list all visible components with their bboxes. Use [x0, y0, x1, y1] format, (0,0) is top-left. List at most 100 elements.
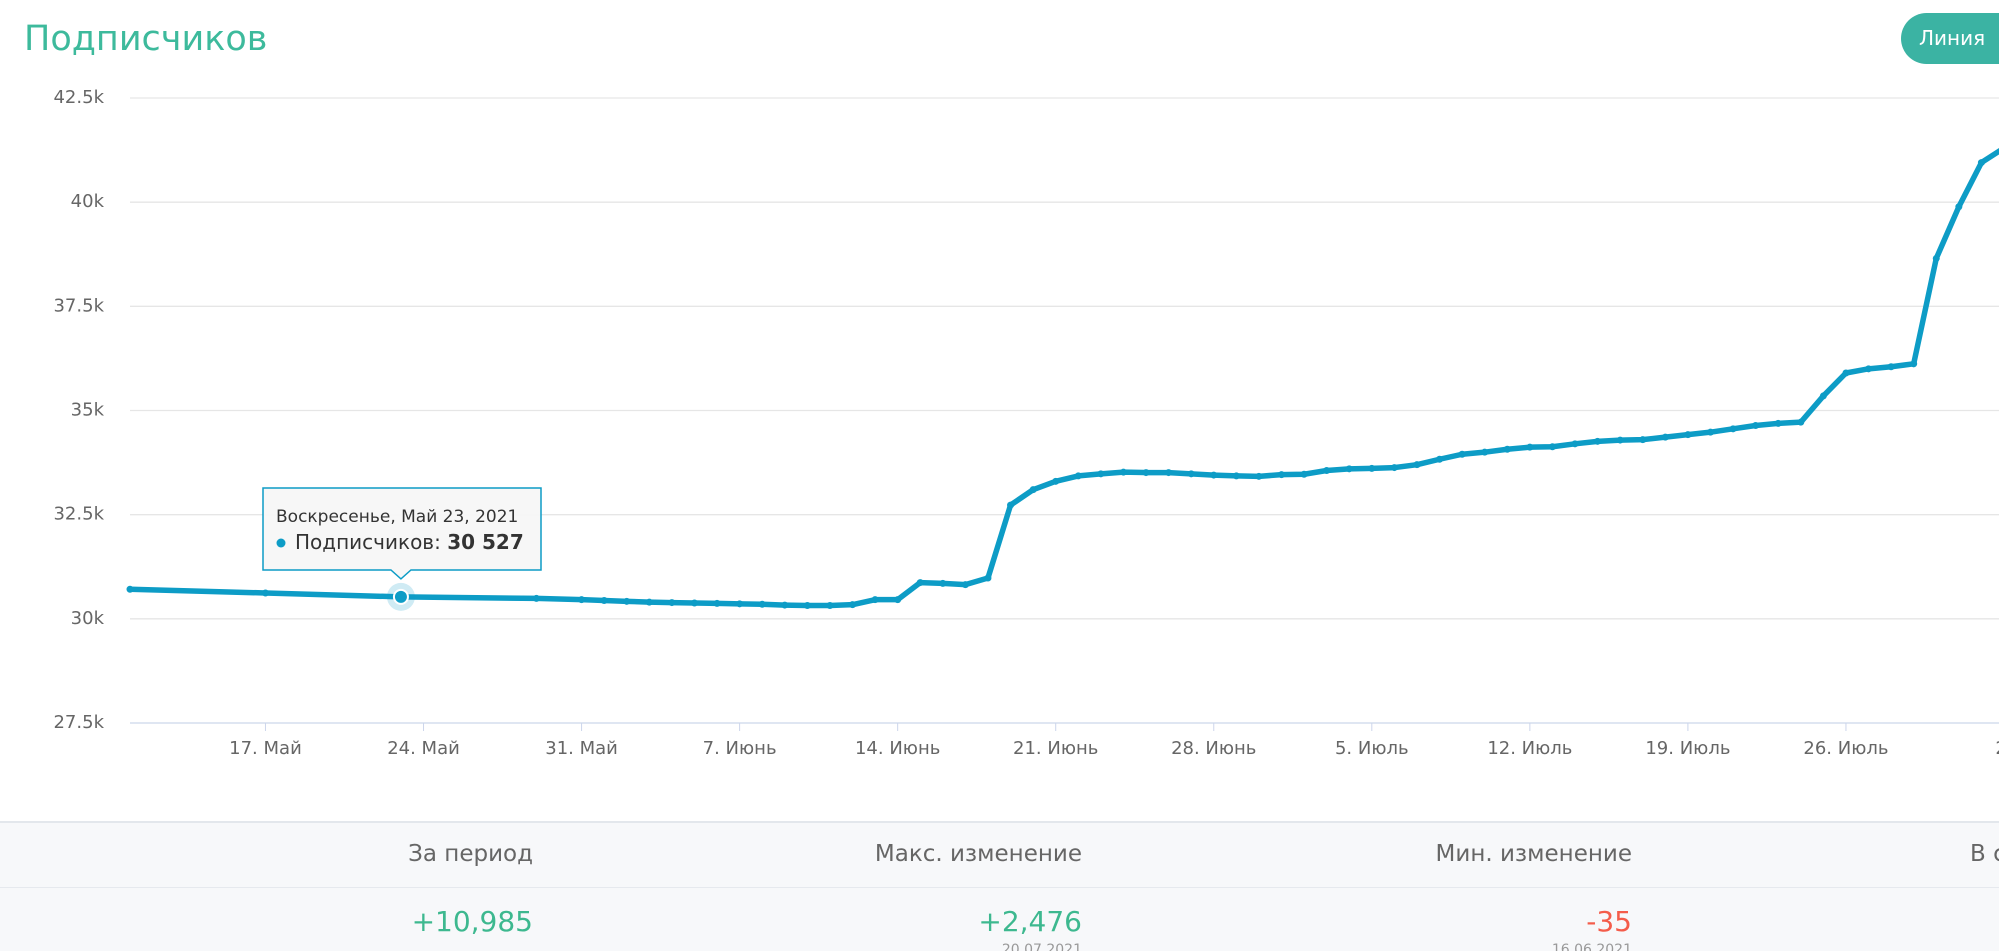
stats-header: За период: [408, 841, 533, 867]
data-point: [1729, 425, 1737, 433]
tooltip-line: Подписчиков: 30 527: [295, 530, 524, 554]
data-point: [1458, 450, 1466, 458]
data-point: [984, 574, 992, 582]
x-tick-label: 2.: [1995, 738, 1999, 759]
data-point: [1910, 360, 1918, 368]
data-point: [713, 599, 721, 607]
data-point: [1119, 468, 1127, 476]
data-point: [1887, 363, 1895, 371]
data-point: [1052, 477, 1060, 485]
data-point: [1797, 418, 1805, 426]
data-point: [1571, 440, 1579, 448]
data-point: [645, 598, 653, 606]
stats-header: Мин. изменение: [1435, 841, 1632, 867]
data-point: [1548, 443, 1556, 451]
data-point: [939, 579, 947, 587]
data-point: [803, 602, 811, 609]
data-point: [1390, 464, 1398, 472]
y-tick-label: 32.5k: [53, 504, 104, 525]
data-point: [668, 599, 676, 607]
data-point: [871, 596, 879, 604]
data-point: [1300, 470, 1308, 478]
data-point: [690, 599, 698, 607]
tooltip-value: 30 527: [447, 530, 524, 554]
data-point: [1616, 436, 1624, 444]
x-tick-label: 17. Май: [229, 738, 302, 759]
y-tick-label: 37.5k: [53, 295, 104, 316]
data-point: [600, 597, 608, 604]
data-point: [1526, 443, 1534, 451]
data-point: [1007, 501, 1015, 509]
stats-date: 20.07.2021: [1001, 942, 1082, 951]
data-point: [1142, 469, 1150, 477]
data-point: [736, 600, 744, 608]
stats-header: В с: [1970, 841, 1999, 867]
tooltip-marker: [276, 538, 286, 548]
x-tick-label: 14. Июнь: [855, 738, 940, 759]
data-point: [623, 597, 631, 605]
y-tick-label: 42.5k: [53, 87, 104, 108]
x-tick-label: 28. Июнь: [1171, 738, 1256, 759]
data-point: [1865, 365, 1873, 373]
x-tick-label: 21. Июнь: [1013, 738, 1098, 759]
stats-value: -35: [1586, 905, 1632, 938]
data-point: [1074, 472, 1082, 480]
hover-point: [392, 588, 409, 605]
x-tick-label: 31. Май: [545, 738, 618, 759]
x-tick-label: 7. Июнь: [703, 738, 777, 759]
data-point: [1323, 467, 1331, 474]
series-line: [127, 147, 1999, 609]
data-point: [826, 602, 834, 609]
data-point: [1368, 464, 1376, 472]
data-point: [1097, 470, 1105, 478]
data-point: [1210, 471, 1218, 479]
data-point: [1774, 419, 1782, 427]
data-point: [1277, 471, 1285, 479]
data-point: [1639, 436, 1647, 444]
data-point: [1977, 159, 1985, 167]
data-point: [849, 601, 857, 609]
data-point: [1684, 431, 1692, 439]
y-tick-label: 30k: [71, 608, 105, 629]
y-tick-label: 27.5k: [53, 712, 104, 733]
data-point: [1345, 465, 1353, 473]
data-point: [1232, 472, 1240, 480]
data-point: [1819, 392, 1827, 400]
data-point: [961, 581, 969, 589]
chart: Подписчиков 27.5k 30k 32.5k 35k 37.5k 40k 42.5…: [24, 19, 1999, 759]
chart-type-button[interactable]: Линия: [1901, 13, 1999, 64]
chart-title: Подписчиков: [24, 19, 267, 59]
data-point: [1706, 428, 1714, 436]
data-point: [1436, 455, 1444, 463]
data-point: [126, 585, 134, 593]
data-point: [758, 600, 766, 608]
y-tick-label: 40k: [71, 191, 105, 212]
tooltip-box: [262, 487, 542, 580]
stats-panel: За период Макс. изменение Мин. изменение…: [0, 821, 1999, 951]
data-point: [781, 601, 789, 609]
data-point: [1503, 445, 1511, 453]
data-point: [578, 596, 586, 604]
data-point: [1413, 461, 1421, 469]
x-tick-label: 19. Июль: [1645, 738, 1730, 759]
data-point: [1752, 422, 1760, 429]
x-tick-label: 5. Июль: [1335, 738, 1409, 759]
x-tick-label: 12. Июль: [1487, 738, 1572, 759]
data-point: [1165, 469, 1173, 477]
tooltip-series: Подписчиков: [295, 530, 434, 554]
data-point: [1255, 472, 1263, 480]
x-tick-label: 26. Июль: [1803, 738, 1888, 759]
stats-header: Макс. изменение: [874, 841, 1082, 867]
data-point: [1842, 369, 1850, 377]
stats-value: +10,985: [411, 905, 533, 938]
data-point: [894, 596, 902, 604]
data-point: [1594, 437, 1602, 445]
data-point: [532, 594, 540, 602]
stats-date: 16.06.2021: [1551, 942, 1632, 951]
tooltip-title: Воскресенье, Май 23, 2021: [276, 507, 518, 527]
data-point: [1187, 470, 1195, 478]
stats-value: +2,476: [978, 905, 1082, 938]
data-point: [916, 579, 924, 587]
data-point: [1932, 254, 1940, 262]
